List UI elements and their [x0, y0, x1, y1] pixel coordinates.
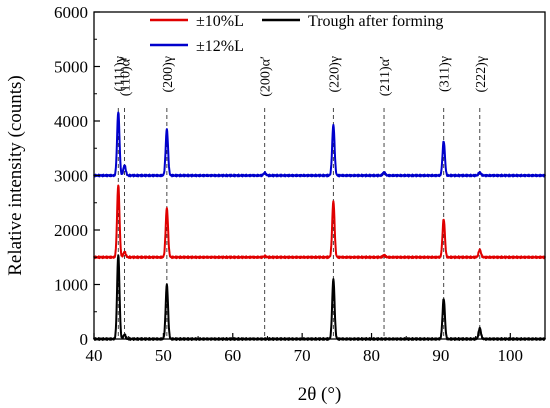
reference-lines [117, 108, 481, 339]
y-tick-label: 3000 [54, 167, 88, 186]
series-line [93, 254, 546, 341]
peak-label: (110)α′ [119, 56, 134, 96]
x-tick-label: 60 [224, 346, 241, 365]
legend-label: ±12%L [196, 38, 244, 55]
legend-label: Trough after forming [308, 13, 443, 30]
y-tick-label: 2000 [54, 221, 88, 240]
y-tick-label: 6000 [54, 3, 88, 22]
x-tick-label: 70 [294, 346, 311, 365]
peak-label: (200)α′ [259, 56, 274, 97]
peak-label: (200)γ [161, 56, 176, 93]
legend: ±10%L Trough after forming ±12%L [150, 13, 443, 55]
series-line [93, 111, 546, 178]
peak-label: (111)γ [112, 56, 127, 91]
x-tick-label: 90 [432, 346, 449, 365]
x-tick-label: 100 [498, 346, 524, 365]
series-line [93, 184, 546, 260]
y-axis-title: Relative intensity (counts) [5, 75, 26, 276]
x-tick-label: 80 [363, 346, 380, 365]
peak-labels: (111)γ(110)α′ (200)γ (200)α′ (220)γ (211)α′ (… [112, 56, 488, 97]
x-tick-label: 50 [155, 346, 172, 365]
y-tick-label: 4000 [54, 112, 88, 131]
peak-label: (211)α′ [378, 56, 393, 96]
y-tick-label: 1000 [54, 276, 88, 295]
peak-label: (222)γ [474, 56, 489, 93]
x-axis-title: 2θ (°) [298, 384, 342, 405]
y-tick-label: 0 [80, 330, 89, 349]
series-lines [93, 111, 546, 341]
x-tick-label: 40 [86, 346, 103, 365]
y-tick-label: 5000 [54, 58, 88, 77]
peak-label: (311)γ [438, 56, 453, 92]
peak-label: (220)γ [327, 56, 342, 93]
legend-label: ±10%L [196, 13, 244, 30]
